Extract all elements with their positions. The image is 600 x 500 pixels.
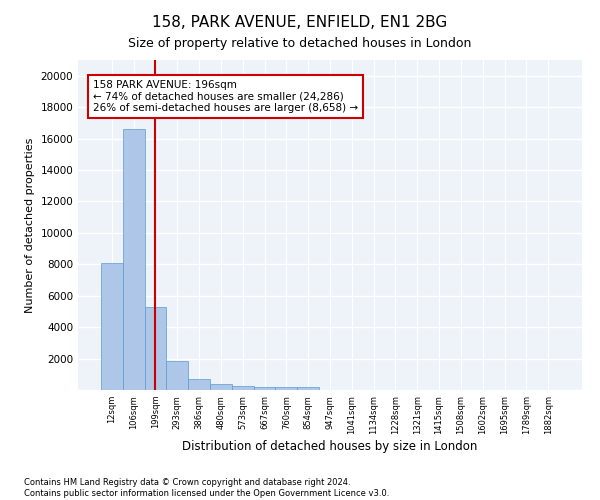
Bar <box>145 306 166 390</box>
Bar <box>123 129 145 390</box>
Bar <box>166 361 188 390</box>
Bar <box>188 379 210 390</box>
Bar <box>275 387 297 390</box>
Y-axis label: Number of detached properties: Number of detached properties <box>25 138 35 312</box>
Bar <box>210 384 232 390</box>
Text: Contains HM Land Registry data © Crown copyright and database right 2024.
Contai: Contains HM Land Registry data © Crown c… <box>24 478 389 498</box>
Bar <box>254 386 275 390</box>
X-axis label: Distribution of detached houses by size in London: Distribution of detached houses by size … <box>182 440 478 452</box>
Bar <box>232 386 254 390</box>
Bar <box>101 262 123 390</box>
Text: Size of property relative to detached houses in London: Size of property relative to detached ho… <box>128 38 472 51</box>
Text: 158 PARK AVENUE: 196sqm
← 74% of detached houses are smaller (24,286)
26% of sem: 158 PARK AVENUE: 196sqm ← 74% of detache… <box>93 80 358 113</box>
Text: 158, PARK AVENUE, ENFIELD, EN1 2BG: 158, PARK AVENUE, ENFIELD, EN1 2BG <box>152 15 448 30</box>
Bar <box>297 388 319 390</box>
